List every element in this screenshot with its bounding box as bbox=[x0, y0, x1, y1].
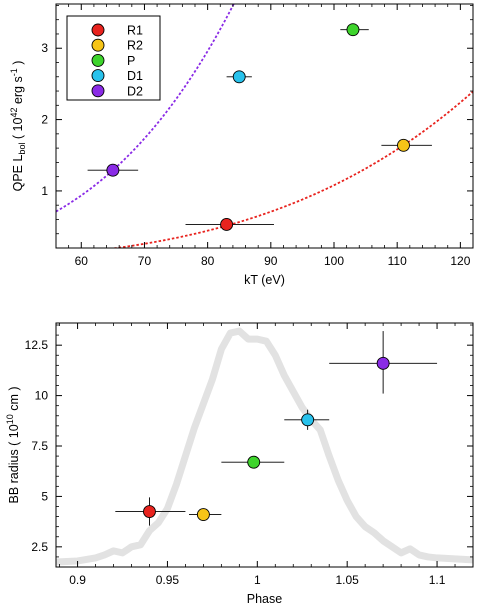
marker-r1 bbox=[143, 505, 156, 518]
y-tick-label: 2.5 bbox=[31, 540, 48, 554]
power-law-curves bbox=[56, 4, 473, 248]
bottom-x-axis-label: Phase bbox=[247, 592, 282, 606]
temperature-luminosity-points bbox=[87, 23, 432, 231]
x-tick-label: 110 bbox=[388, 254, 407, 268]
x-tick-label: 1 bbox=[254, 573, 261, 587]
plot-frame-bottom bbox=[55, 322, 474, 568]
bottom-axes-ticks: 0.9 0.95 1 1.05 1.1 2.5 5 7.5 10 12.5 bbox=[25, 323, 474, 587]
legend-marker-p bbox=[91, 53, 105, 67]
y-tick-label: 3 bbox=[41, 41, 48, 55]
legend-label: P bbox=[127, 54, 135, 68]
x-tick-label: 90 bbox=[264, 254, 278, 268]
x-tick-label: 0.9 bbox=[69, 573, 86, 587]
x-tick-label: 120 bbox=[450, 254, 470, 268]
legend-item-p: P bbox=[91, 53, 135, 68]
marker-d2 bbox=[376, 356, 390, 370]
marker-r1 bbox=[220, 218, 234, 231]
phase-point-p bbox=[221, 455, 285, 469]
x-tick-label: 1.1 bbox=[429, 573, 446, 587]
point-p bbox=[340, 23, 369, 37]
temperature-luminosity-panel: 60 70 80 90 100 110 120 1 2 3 kT (eV) QPE Lbol ( … bbox=[9, 3, 474, 287]
marker-d1 bbox=[301, 413, 315, 427]
marker-d1 bbox=[232, 70, 246, 84]
light-curve bbox=[56, 327, 473, 566]
phase-radius-panel: 0.9 0.95 1 1.05 1.1 2.5 5 7.5 10 12.5 Phase BB ra… bbox=[5, 322, 474, 606]
marker-r2 bbox=[196, 508, 210, 522]
x-tick-label: 0.95 bbox=[156, 573, 180, 587]
legend-label: R1 bbox=[127, 24, 143, 38]
y-tick-label: 2 bbox=[41, 113, 48, 127]
legend-item-r1: R1 bbox=[91, 23, 143, 38]
marker-d2 bbox=[106, 163, 120, 177]
legend-label: R2 bbox=[127, 39, 143, 53]
plot-frame-top bbox=[55, 3, 474, 249]
y-tick-label: 12.5 bbox=[25, 338, 49, 352]
point-d1 bbox=[226, 70, 252, 84]
y-tick-label: 7.5 bbox=[31, 439, 48, 453]
y-tick-label: 1 bbox=[41, 184, 48, 198]
y-tick-label: 10 bbox=[35, 389, 49, 403]
legend-marker-d2 bbox=[91, 84, 105, 98]
x-tick-label: 60 bbox=[75, 254, 89, 268]
x-tick-label: 70 bbox=[138, 254, 152, 268]
phase-point-r2 bbox=[189, 508, 222, 522]
marker-p bbox=[346, 23, 360, 37]
top-axes-ticks: 60 70 80 90 100 110 120 1 2 3 bbox=[41, 4, 474, 268]
point-r1 bbox=[185, 218, 274, 231]
bottom-y-axis-label: BB radius ( 1010 cm ) bbox=[5, 386, 21, 503]
y-tick-label: 5 bbox=[41, 489, 48, 503]
phase-radius-points bbox=[115, 331, 438, 526]
model-curve-1 bbox=[56, 4, 235, 213]
marker-r2 bbox=[397, 138, 410, 152]
legend-item-r2: R2 bbox=[91, 38, 143, 53]
marker-p bbox=[247, 455, 261, 469]
legend-label: D2 bbox=[127, 84, 143, 98]
x-tick-label: 80 bbox=[201, 254, 215, 268]
phase-point-r1 bbox=[115, 497, 186, 526]
phase-point-d1 bbox=[284, 409, 330, 430]
phase-point-d2 bbox=[329, 331, 438, 394]
legend-item-d2: D2 bbox=[91, 84, 143, 98]
legend-box bbox=[66, 15, 161, 101]
legend-item-d1: D1 bbox=[91, 69, 143, 83]
legend-marker-r2 bbox=[91, 38, 105, 52]
legend-marker-d1 bbox=[91, 69, 105, 83]
legend-marker-r1 bbox=[91, 23, 105, 37]
top-x-axis-label: kT (eV) bbox=[244, 273, 285, 287]
legend-label: D1 bbox=[127, 69, 143, 83]
top-y-axis-label: QPE Lbol ( 1042 erg s-1 ) bbox=[9, 61, 27, 192]
point-r2 bbox=[381, 138, 432, 152]
x-tick-label: 100 bbox=[324, 254, 344, 268]
x-tick-label: 1.05 bbox=[336, 573, 360, 587]
model-curve-2 bbox=[109, 90, 473, 248]
point-d2 bbox=[87, 163, 139, 177]
light-curve-background bbox=[56, 327, 473, 566]
